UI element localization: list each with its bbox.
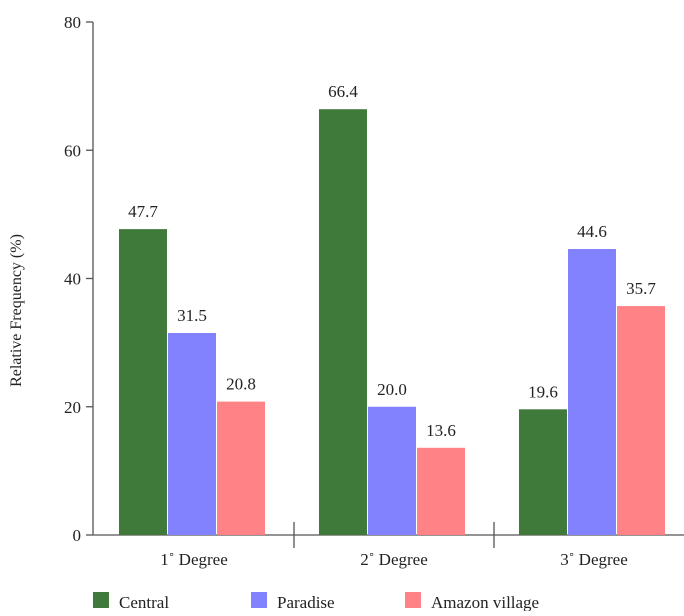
bar-paradise — [368, 406, 416, 535]
axes: 0 20 40 60 80 Relative Frequency (%) 1˚ Degree… — [8, 13, 684, 569]
y-tick-label: 80 — [64, 13, 81, 32]
legend-swatch-central — [93, 592, 109, 608]
y-tick-label: 40 — [64, 270, 81, 289]
bar-value-label: 31.5 — [177, 306, 207, 325]
bar-value-label: 19.6 — [528, 382, 558, 401]
bar-paradise — [168, 333, 216, 535]
bar-value-label: 47.7 — [128, 202, 158, 221]
bar-value-label: 20.8 — [226, 375, 256, 394]
bar-value-label: 20.0 — [377, 380, 407, 399]
y-tick-label: 60 — [64, 141, 81, 160]
bar-value-label: 13.6 — [426, 421, 456, 440]
x-category-label: 2˚ Degree — [360, 550, 428, 569]
bar-central — [319, 109, 367, 536]
y-axis-title: Relative Frequency (%) — [8, 234, 25, 387]
x-category-label: 1˚ Degree — [160, 550, 228, 569]
bar-value-label: 44.6 — [577, 222, 607, 241]
legend-swatch-amazon-village — [405, 592, 421, 608]
bar-central — [519, 409, 567, 535]
bar-paradise — [568, 249, 616, 535]
bar-amazon-village — [217, 401, 265, 535]
bar-value-label: 35.7 — [626, 279, 656, 298]
bar-amazon-village — [417, 447, 465, 535]
bar-amazon-village — [617, 306, 665, 535]
bar-central — [119, 229, 167, 535]
bars — [119, 109, 665, 536]
legend-swatch-paradise — [251, 592, 267, 608]
legend: Central Paradise Amazon village — [93, 592, 539, 612]
legend-label-central: Central — [119, 593, 169, 611]
y-tick-label: 0 — [73, 526, 82, 545]
x-category-label: 3˚ Degree — [560, 550, 628, 569]
legend-label-amazon-village: Amazon village — [431, 593, 539, 611]
bar-value-label: 66.4 — [328, 82, 358, 101]
y-tick-label: 20 — [64, 398, 81, 417]
legend-label-paradise: Paradise — [277, 593, 335, 611]
value-labels: 47.7 31.5 20.8 66.4 20.0 13.6 19.6 44.6 35.7 — [128, 82, 656, 440]
